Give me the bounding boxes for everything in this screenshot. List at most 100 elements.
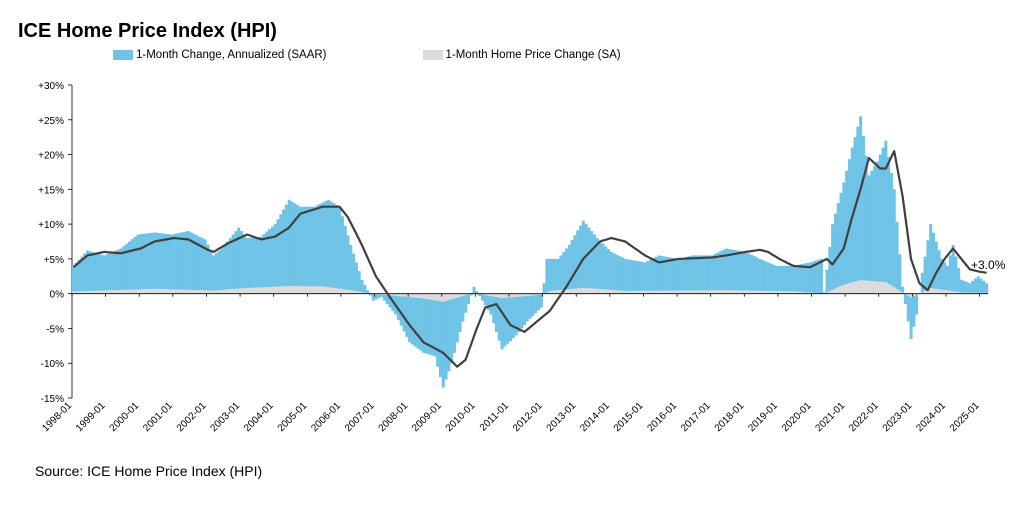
saar-bar (576, 230, 580, 294)
sa-bar (674, 290, 678, 294)
sa-bar (198, 290, 202, 294)
sa-bar (808, 292, 812, 294)
sa-bar (780, 291, 784, 294)
sa-bar (500, 293, 504, 299)
sa-bar (573, 288, 577, 294)
sa-bar (800, 291, 804, 294)
saar-bar (259, 236, 263, 294)
saar-bar (775, 265, 779, 294)
sa-bar (433, 293, 437, 301)
saar-bar (122, 246, 126, 294)
sa-bar (688, 290, 692, 294)
saar-bar (668, 257, 672, 294)
sa-bar (170, 289, 174, 294)
saar-bar (212, 255, 216, 294)
sa-bar (156, 288, 160, 294)
sa-bar (626, 290, 630, 294)
saar-bar (338, 206, 342, 294)
sa-bar (943, 289, 947, 294)
saar-bar (791, 265, 795, 294)
saar-bar (861, 136, 865, 294)
sa-bar (114, 290, 118, 294)
sa-bar (514, 293, 518, 297)
sa-bar (72, 291, 76, 294)
x-tick-label: 2023-01 (881, 400, 915, 434)
sa-bar (971, 292, 975, 294)
saar-bar (237, 227, 241, 294)
sa-bar (892, 287, 896, 294)
saar-bar (621, 257, 625, 294)
sa-bar (175, 289, 179, 294)
saar-bar (80, 256, 84, 294)
saar-bar (539, 293, 543, 308)
saar-bar (270, 226, 274, 294)
saar-bar (565, 248, 569, 294)
saar-bar (654, 256, 658, 294)
x-tick-label: 2008-01 (377, 400, 411, 434)
sa-bar (604, 289, 608, 294)
sa-bar (607, 289, 611, 294)
sa-bar (811, 292, 815, 294)
saar-bar (957, 268, 961, 294)
sa-bar (794, 291, 798, 294)
saar-bar (200, 238, 204, 294)
sa-bar (329, 287, 333, 294)
sa-bar (775, 290, 779, 294)
saar-bar (125, 243, 129, 294)
sa-bar (772, 290, 776, 294)
sa-bar (539, 293, 543, 295)
saar-bar (856, 126, 860, 294)
saar-bar (279, 214, 283, 294)
saar-bar (542, 283, 546, 294)
saar-bar (315, 205, 319, 294)
sa-bar (332, 287, 336, 294)
x-tick-label: 1999-01 (74, 400, 108, 434)
saar-bar (265, 231, 269, 294)
saar-bar (909, 293, 913, 339)
sa-bar (646, 290, 650, 294)
sa-bar (567, 289, 571, 294)
y-tick-label: 0% (50, 290, 65, 301)
saar-bar (170, 234, 174, 294)
sa-bar (480, 293, 484, 295)
saar-bar (436, 293, 440, 367)
saar-bar (343, 225, 347, 294)
sa-bar (352, 290, 356, 294)
saar-bar (461, 293, 465, 322)
sa-bar (920, 292, 924, 294)
saar-bar (579, 225, 583, 294)
saar-bar (612, 253, 616, 294)
saar-bar (301, 206, 305, 294)
saar-bar (245, 238, 249, 294)
sa-bar (744, 290, 748, 294)
sa-bar (248, 287, 252, 294)
sa-bar (803, 292, 807, 294)
y-tick-label: +10% (38, 220, 64, 231)
sa-bar (466, 293, 470, 295)
saar-bar (318, 203, 322, 294)
sa-bar (954, 291, 958, 294)
sa-bar (654, 290, 658, 294)
sa-bar (615, 290, 619, 294)
sa-bar (494, 293, 498, 298)
sa-bar (413, 293, 417, 298)
saar-bar (531, 293, 535, 316)
saar-bar (226, 241, 230, 294)
sa-bar (231, 288, 235, 294)
saar-bar (528, 293, 532, 319)
saar-bar (643, 262, 647, 294)
sa-bar (783, 291, 787, 294)
sa-bar (912, 293, 916, 297)
sa-bar (321, 286, 325, 294)
sa-bar (178, 289, 182, 294)
x-tick-label: 2021-01 (814, 400, 848, 434)
sa-bar (128, 289, 132, 294)
sa-bar (116, 289, 120, 294)
saar-bar (298, 206, 302, 294)
saar-bar (898, 254, 902, 294)
saar-bar (783, 265, 787, 294)
saar-bar (875, 161, 879, 294)
sa-bar (144, 289, 148, 294)
sa-bar (528, 293, 532, 296)
saar-bar (326, 199, 330, 294)
